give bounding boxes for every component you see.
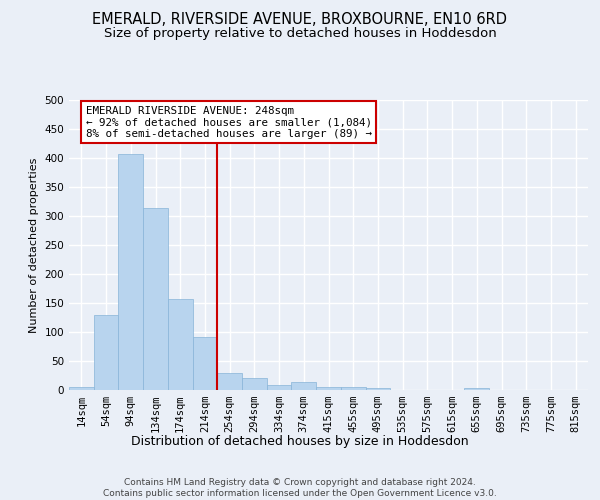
- Bar: [94, 314, 118, 390]
- Bar: [242, 378, 267, 390]
- Text: Distribution of detached houses by size in Hoddesdon: Distribution of detached houses by size …: [131, 435, 469, 448]
- Bar: [341, 386, 365, 390]
- Text: Contains HM Land Registry data © Crown copyright and database right 2024.
Contai: Contains HM Land Registry data © Crown c…: [103, 478, 497, 498]
- Text: EMERALD RIVERSIDE AVENUE: 248sqm
← 92% of detached houses are smaller (1,084)
8%: EMERALD RIVERSIDE AVENUE: 248sqm ← 92% o…: [86, 106, 372, 139]
- Bar: [193, 336, 217, 390]
- Bar: [267, 385, 292, 390]
- Text: Size of property relative to detached houses in Hoddesdon: Size of property relative to detached ho…: [104, 26, 496, 40]
- Bar: [69, 386, 94, 390]
- Bar: [464, 388, 489, 390]
- Bar: [316, 387, 341, 390]
- Bar: [168, 299, 193, 390]
- Bar: [217, 372, 242, 390]
- Bar: [292, 382, 316, 390]
- Bar: [365, 388, 390, 390]
- Text: EMERALD, RIVERSIDE AVENUE, BROXBOURNE, EN10 6RD: EMERALD, RIVERSIDE AVENUE, BROXBOURNE, E…: [92, 12, 508, 28]
- Y-axis label: Number of detached properties: Number of detached properties: [29, 158, 39, 332]
- Bar: [118, 154, 143, 390]
- Bar: [143, 208, 168, 390]
